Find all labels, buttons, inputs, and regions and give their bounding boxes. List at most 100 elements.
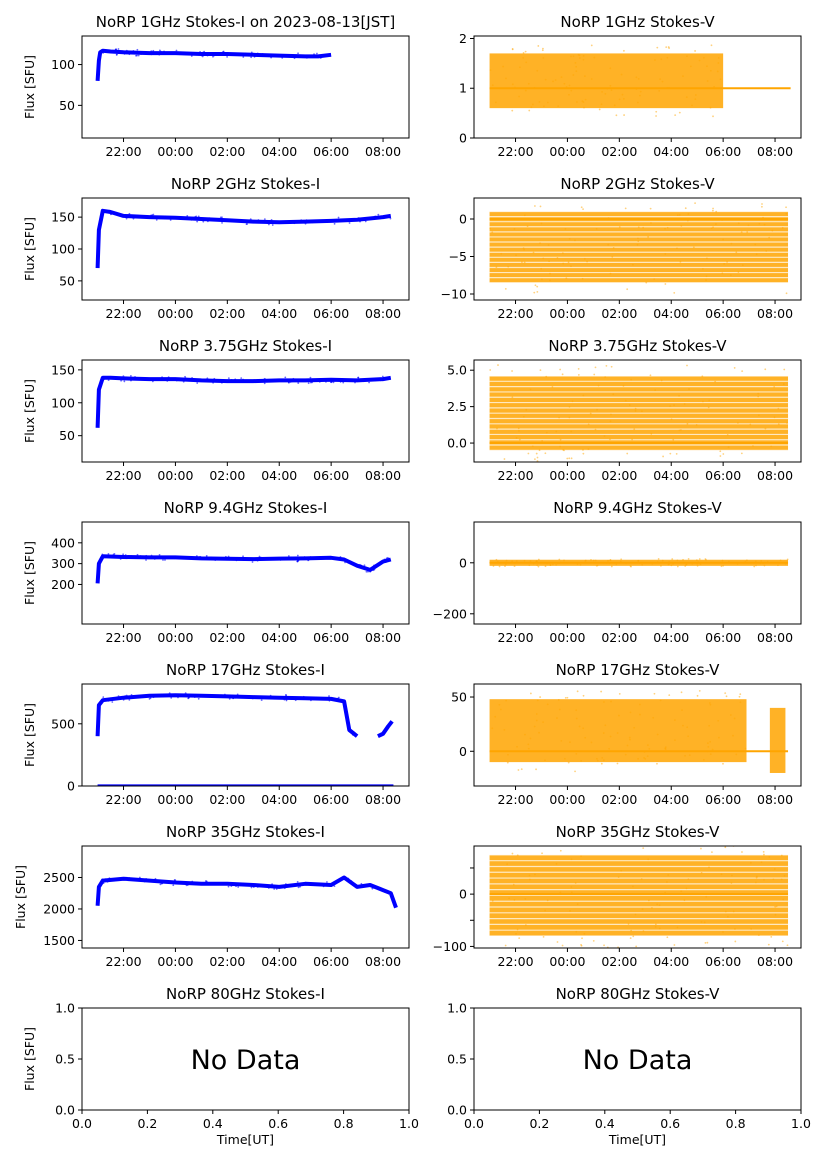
data-point xyxy=(580,759,583,762)
data-point xyxy=(639,94,641,97)
x-tick-label: 06:00 xyxy=(313,792,349,807)
data-point xyxy=(558,558,561,561)
data-point xyxy=(594,428,597,431)
y-tick-label: 0 xyxy=(459,212,467,227)
data-point xyxy=(581,937,583,940)
data-point xyxy=(237,54,240,56)
data-point xyxy=(102,882,105,885)
x-tick-label: 06:00 xyxy=(313,144,349,159)
data-point xyxy=(664,227,666,230)
data-point xyxy=(507,265,510,268)
data-point xyxy=(777,407,780,410)
data-point xyxy=(650,222,652,224)
data-point xyxy=(727,446,730,449)
data-point xyxy=(590,78,593,80)
x-tick-label: 0.8 xyxy=(334,1116,354,1131)
data-point xyxy=(656,733,659,736)
data-point xyxy=(582,58,585,61)
data-point xyxy=(326,881,328,883)
x-tick-label: 06:00 xyxy=(705,954,741,969)
data-point xyxy=(123,380,126,383)
data-point xyxy=(491,899,494,902)
x-tick-label: 02:00 xyxy=(601,306,637,321)
data-point xyxy=(761,203,763,205)
data-point xyxy=(123,556,126,559)
data-point xyxy=(735,251,738,254)
data-point xyxy=(722,931,724,933)
data-point xyxy=(186,215,189,217)
data-point xyxy=(541,852,543,855)
x-tick-label: 02:00 xyxy=(601,954,637,969)
data-point xyxy=(584,559,587,562)
data-point xyxy=(610,365,613,368)
panel-94G-I: NoRP 9.4GHz Stokes-I 200 300 400 22:00 00:00 0… xyxy=(22,499,410,645)
data-point xyxy=(161,881,164,884)
data-point xyxy=(299,885,301,888)
data-point xyxy=(750,928,753,930)
panel-35G-V: NoRP 35GHz Stokes-V −100 0 22:00 00:00 02:00 0… xyxy=(433,823,802,969)
data-point xyxy=(523,214,526,217)
x-tick-label: 04:00 xyxy=(261,630,297,645)
data-point xyxy=(155,218,158,221)
data-point xyxy=(708,399,711,402)
data-point xyxy=(196,382,199,384)
data-point xyxy=(309,376,312,379)
data-point xyxy=(536,69,539,72)
data-point xyxy=(535,768,537,771)
data-point xyxy=(601,90,603,93)
y-tick-label: 0 xyxy=(459,744,467,759)
data-point xyxy=(582,449,584,451)
data-point xyxy=(268,223,270,226)
data-point xyxy=(559,849,562,852)
y-axis-label: Flux [SFU] xyxy=(22,217,37,281)
x-tick-label: 22:00 xyxy=(498,306,534,321)
data-point xyxy=(711,851,713,854)
data-point xyxy=(196,881,198,884)
data-point xyxy=(664,747,667,750)
data-point xyxy=(344,561,346,564)
data-point xyxy=(522,247,525,250)
data-point xyxy=(721,272,724,275)
data-point xyxy=(360,882,363,885)
data-point xyxy=(379,379,382,382)
data-point xyxy=(694,202,696,205)
plot-frame xyxy=(81,359,410,463)
x-tick-label: 06:00 xyxy=(313,306,349,321)
data-point xyxy=(174,879,177,882)
data-point xyxy=(667,874,670,876)
data-point xyxy=(150,50,153,53)
x-tick-label: 08:00 xyxy=(365,630,401,645)
x-tick-label: 22:00 xyxy=(498,468,534,483)
data-point xyxy=(609,559,612,561)
data-point xyxy=(114,48,117,51)
y-tick-label: 0.0 xyxy=(447,1103,467,1118)
y-tick-label: 2.5 xyxy=(447,399,467,414)
data-point xyxy=(492,565,495,567)
plot-frame xyxy=(473,359,802,463)
data-point xyxy=(719,78,722,81)
data-point xyxy=(281,886,283,889)
data-point xyxy=(364,220,367,223)
x-tick-label: 22:00 xyxy=(106,468,142,483)
data-point xyxy=(685,96,688,99)
panel-title: NoRP 9.4GHz Stokes-V xyxy=(553,499,722,517)
data-point xyxy=(258,555,261,558)
data-point xyxy=(130,694,133,696)
data-point xyxy=(676,926,679,929)
data-point xyxy=(384,891,387,893)
data-point xyxy=(694,98,697,101)
data-point xyxy=(547,244,550,246)
data-point xyxy=(377,213,380,216)
data-point xyxy=(206,220,209,223)
data-point xyxy=(665,46,668,49)
data-point xyxy=(757,414,760,417)
data-point xyxy=(706,941,709,944)
y-tick-label: 0.5 xyxy=(447,1052,467,1067)
data-point xyxy=(707,745,710,748)
data-point xyxy=(654,925,657,928)
data-point xyxy=(570,55,572,58)
data-point xyxy=(161,376,163,379)
data-point xyxy=(306,56,308,59)
data-point xyxy=(658,90,661,92)
